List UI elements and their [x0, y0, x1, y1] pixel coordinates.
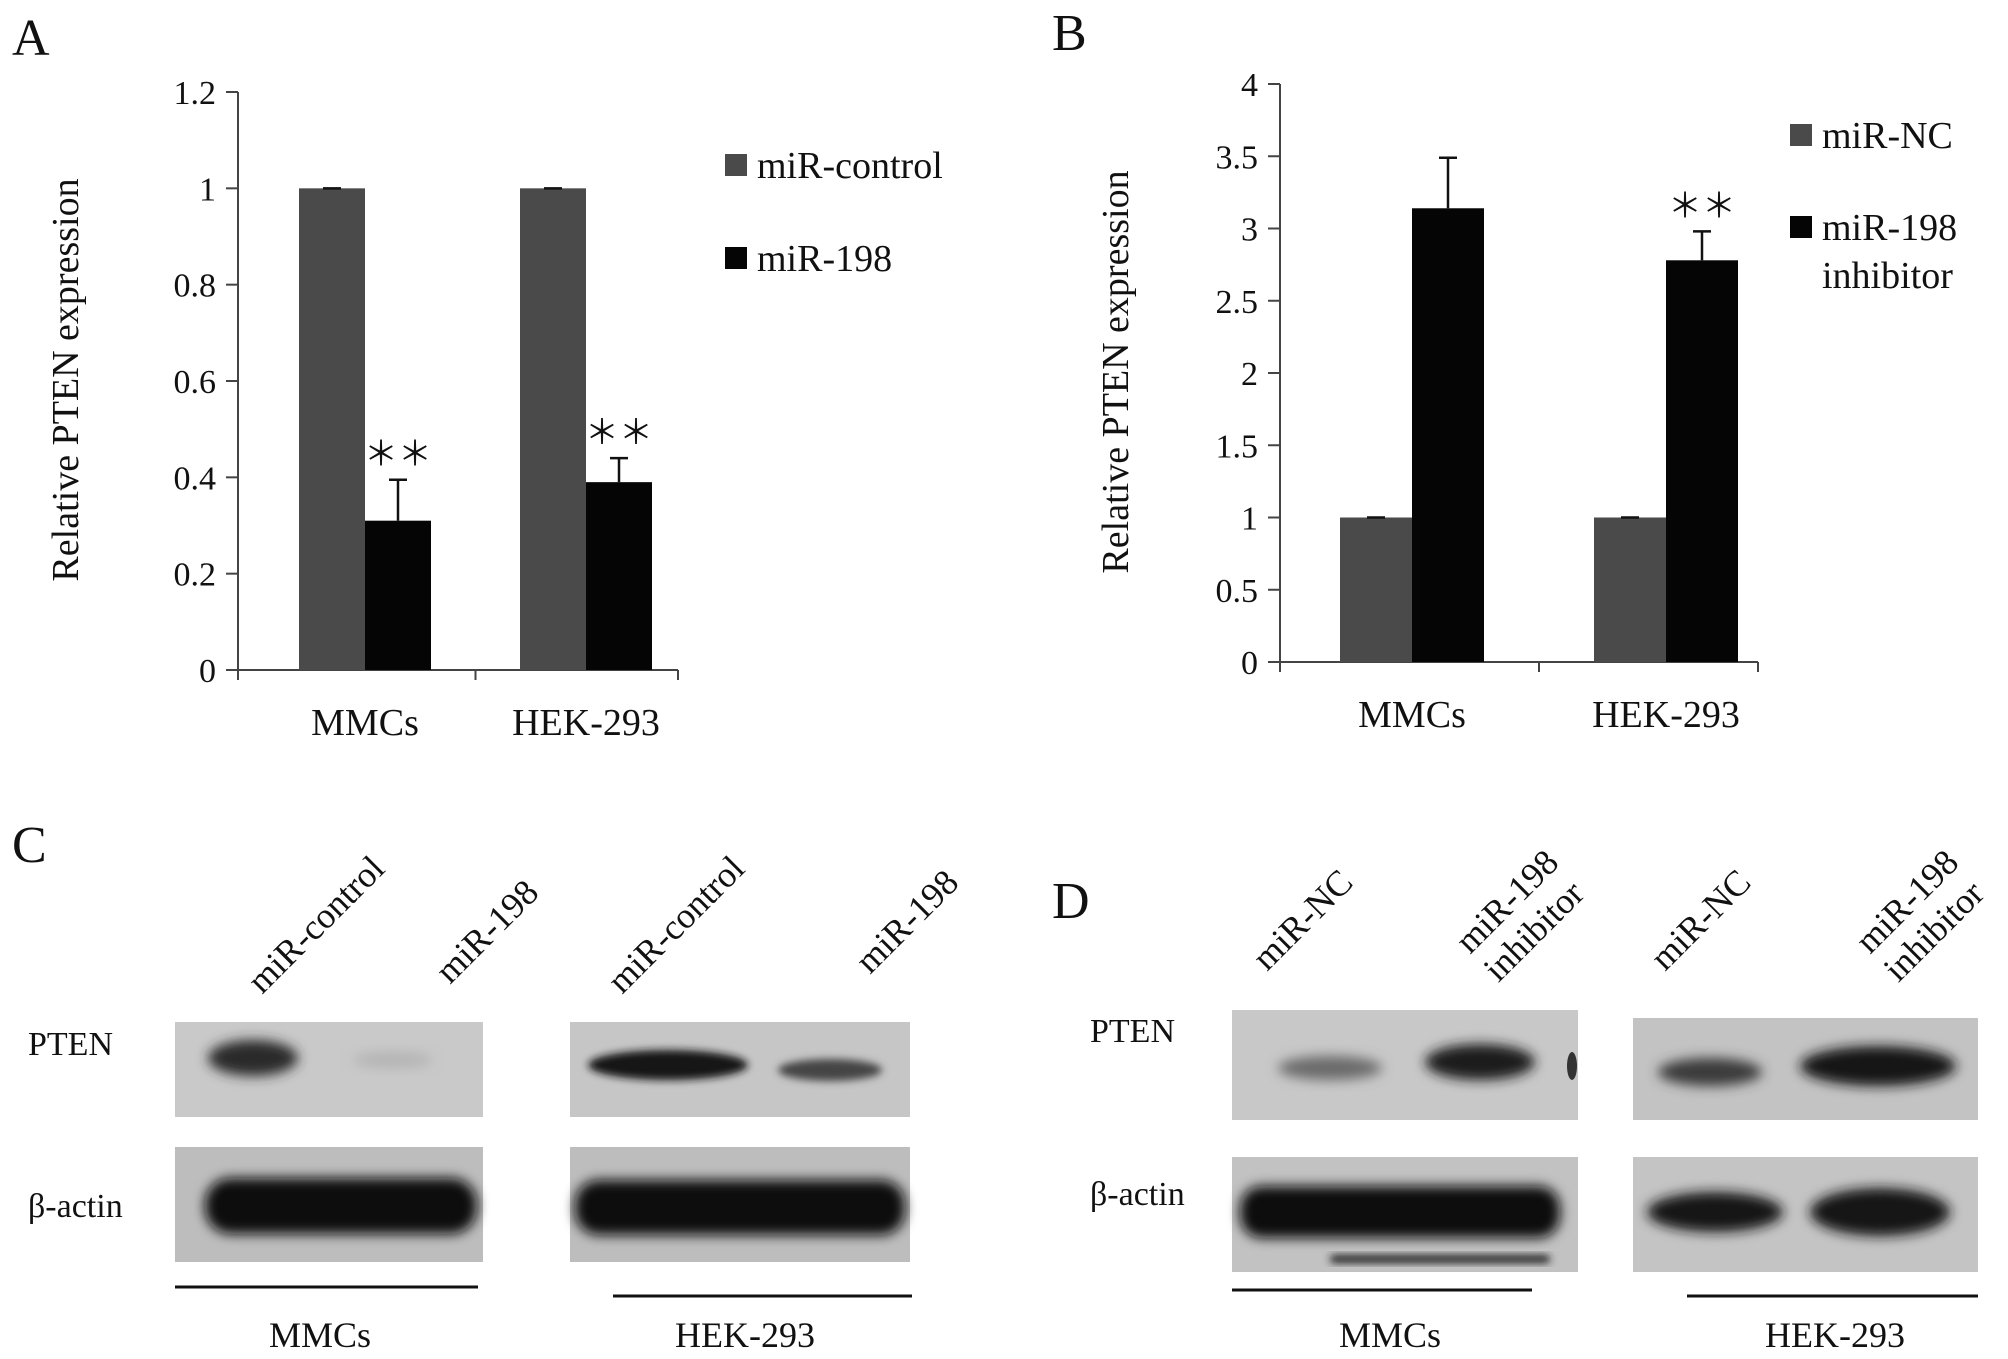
significance-mark: ＊＊ — [585, 415, 653, 452]
category-label: HEK-293 — [512, 702, 660, 744]
lane-label-c3: miR-control — [599, 848, 752, 1001]
blot-d-hek-actin — [1633, 1157, 1978, 1272]
panel-letter-d: D — [1052, 873, 1090, 930]
y-tick-label: 0.5 — [1216, 573, 1259, 610]
bar-mir-nc-mmcs — [1340, 517, 1412, 662]
y-axis-label: Relative PTEN expression — [45, 178, 87, 581]
chart-a: 0 0.2 0.4 0.6 0.8 1 1.2 MMCs HEK-293 Relative PTE… — [45, 75, 943, 744]
lane-label-d4: miR-198 inhibitor — [1847, 842, 1991, 989]
legend-label: miR-198 — [757, 238, 892, 280]
y-tick-label: 0 — [1241, 645, 1258, 682]
legend-label: miR-control — [757, 145, 943, 187]
row-label-pten-d: PTEN — [1090, 1013, 1175, 1050]
row-label-actin-d: β-actin — [1090, 1176, 1185, 1213]
y-tick-label: 3 — [1241, 212, 1258, 249]
legend-swatch — [725, 154, 747, 176]
category-label: MMCs — [1358, 694, 1466, 736]
row-label-actin-c: β-actin — [28, 1188, 123, 1225]
legend-swatch — [1790, 124, 1812, 146]
blot-d-mmcs-actin — [1232, 1157, 1578, 1272]
bar-mir-198-inhibitor-mmcs — [1412, 208, 1484, 662]
row-label-pten-c: PTEN — [28, 1026, 113, 1063]
lane-label-d3: miR-NC — [1642, 862, 1758, 978]
y-tick-label: 0.8 — [174, 268, 217, 305]
group-label-d-hek: HEK-293 — [1765, 1315, 1905, 1355]
y-tick-label: 3.5 — [1216, 139, 1259, 176]
panel-letter-b: B — [1052, 5, 1087, 62]
legend-swatch — [725, 247, 747, 269]
legend-label: inhibitor — [1822, 255, 1953, 297]
chart-b: 0 0.5 1 1.5 2 2.5 3 3.5 4 MMCs HEK-293 Relative PTE… — [1095, 67, 1957, 736]
significance-mark: ＊＊ — [1668, 188, 1736, 225]
significance-mark: ＊＊ — [364, 437, 432, 474]
y-tick-label: 0.4 — [174, 460, 217, 497]
lane-label-d1: miR-NC — [1244, 862, 1360, 978]
y-tick-label: 0.6 — [174, 364, 217, 401]
y-tick-label: 2 — [1241, 356, 1258, 393]
blot-c-hek-pten — [570, 1022, 910, 1117]
blot-panel-d: miR-NC miR-198 inhibitor miR-NC miR-198 … — [1090, 842, 1992, 1355]
bar-mir-198-hek-293 — [586, 482, 652, 670]
y-tick-label: 4 — [1241, 67, 1258, 104]
blot-d-hek-pten — [1633, 1018, 1978, 1120]
group-label-c-hek: HEK-293 — [675, 1315, 815, 1355]
category-label: MMCs — [311, 702, 419, 744]
bar-mir-control-hek-293 — [520, 188, 586, 671]
blot-c-hek-actin — [570, 1147, 910, 1262]
y-tick-label: 0.2 — [174, 557, 217, 594]
y-tick-label: 1.5 — [1216, 428, 1259, 465]
y-tick-label: 0 — [199, 653, 216, 690]
lane-label-d2: miR-198 inhibitor — [1447, 842, 1591, 989]
lane-label-c2: miR-198 — [427, 872, 546, 991]
legend-label: miR-198 — [1822, 207, 1957, 249]
lane-label-c1: miR-control — [239, 848, 392, 1001]
legend-swatch — [1790, 216, 1812, 238]
bar-mir-198-inhibitor-hek-293 — [1666, 260, 1738, 662]
y-tick-label: 1 — [1241, 501, 1258, 538]
category-label: HEK-293 — [1592, 694, 1740, 736]
y-axis-label: Relative PTEN expression — [1095, 170, 1137, 573]
blot-d-mmcs-pten — [1232, 1010, 1578, 1120]
blot-c-mmcs-pten — [175, 1022, 483, 1117]
panel-letter-a: A — [12, 10, 50, 67]
y-tick-label: 1 — [199, 171, 216, 208]
bar-mir-control-mmcs — [299, 188, 365, 671]
y-tick-label: 2.5 — [1216, 284, 1259, 321]
group-label-c-mmcs: MMCs — [269, 1315, 371, 1355]
legend-label: miR-NC — [1822, 115, 1953, 157]
bar-mir-198-mmcs — [365, 520, 431, 670]
panel-letter-c: C — [12, 817, 47, 874]
blot-c-mmcs-actin — [175, 1147, 483, 1262]
bar-mir-nc-hek-293 — [1594, 517, 1666, 662]
group-label-d-mmcs: MMCs — [1339, 1315, 1441, 1355]
y-tick-label: 1.2 — [174, 75, 217, 112]
lane-label-c4: miR-198 — [847, 862, 966, 981]
blot-panel-c: miR-control miR-198 miR-control miR-198 … — [28, 848, 966, 1355]
